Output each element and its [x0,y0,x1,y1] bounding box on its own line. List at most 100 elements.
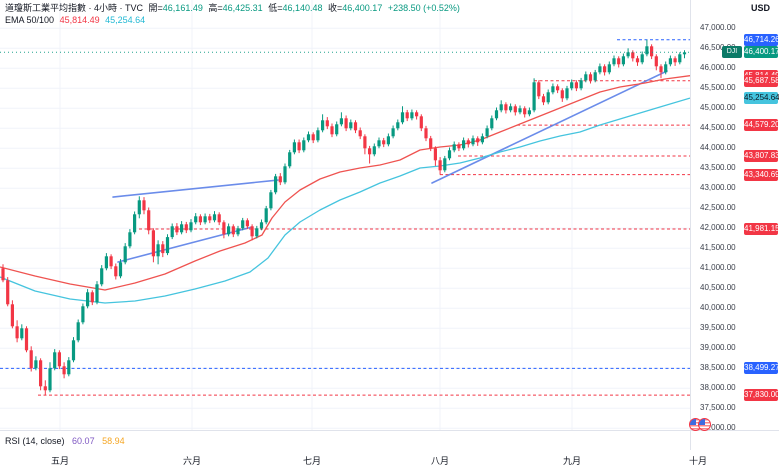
candle [330,126,334,135]
month-label: 九月 [562,456,582,466]
candle [391,128,395,137]
candle [198,216,202,223]
price-tick: 37,500.00 [700,403,736,413]
candle [311,134,315,141]
candle [194,216,198,223]
candle [118,262,123,277]
candle [410,112,414,119]
legend-row-ema[interactable]: EMA 50/100 45,814.49 45,254.64 [5,14,463,26]
candle [147,210,151,231]
candle [462,140,466,149]
price-tick: 46,500.00 [700,43,736,53]
price-axis[interactable]: USD 37,000.00 37,500.00 38,000.00 38,500.00… [690,0,779,450]
candle [485,128,489,137]
candle [603,66,607,73]
candle [565,88,569,99]
candle [617,58,621,65]
candle [353,122,358,131]
candle [316,130,320,141]
candle [86,292,90,307]
candle [556,86,560,91]
rsi-legend[interactable]: RSI (14, close) 60.07 58.94 [5,434,125,448]
price-tick: 43,500.00 [700,163,736,173]
candle [415,112,419,117]
candle [24,328,29,351]
price-level-label: 41,981.15 [744,223,779,236]
candle [650,46,654,57]
price-chart-canvas[interactable] [0,0,690,430]
candle [151,230,155,257]
close-value: 46,400.17 [342,3,383,13]
price-level-label: 45,254.64 [744,92,779,105]
price-tick: 42,500.00 [700,203,736,213]
candle [245,220,249,227]
candle [180,224,184,233]
candle [10,304,14,327]
symbol-legend[interactable]: 道瓊斯工業平均指數 · 4小時 · TVC 開=46,161.49 高=46,4… [5,2,463,26]
symbol-tag: DJI [722,46,742,59]
candle [682,52,687,55]
price-level-label: 46,400.17 [744,46,779,59]
candle [292,142,296,153]
time-axis[interactable]: 五月 六月 七月 八月 九月 十月 [0,450,779,469]
high-label: 高= [208,3,223,13]
price-tick: 40,500.00 [700,283,736,293]
price-level-label: 37,830.00 [744,389,779,402]
candle [161,244,165,254]
price-tick: 37,000.00 [700,423,736,433]
candle [447,150,452,159]
candle [203,216,207,223]
candle [62,366,66,375]
candle [114,266,118,277]
candle [189,222,193,231]
ema100-value: 45,254.64 [105,15,146,25]
us-flag-event-icon[interactable] [698,418,711,431]
candle [588,74,593,81]
candle [269,192,273,209]
candle [264,208,268,223]
low-value: 46,140.48 [282,3,323,13]
candle [100,268,104,285]
change-value: +238.50 (+0.52%) [387,3,460,13]
trendline[interactable] [112,179,279,198]
candle [419,116,423,129]
price-level-label: 45,687.58 [744,74,779,87]
candle [302,140,306,151]
legend-row-main[interactable]: 道瓊斯工業平均指數 · 4小時 · TVC 開=46,161.49 高=46,4… [5,2,463,14]
price-chart-pane[interactable] [0,0,690,430]
candle [165,237,170,254]
month-label: 十月 [688,456,708,466]
event-flags[interactable] [689,418,715,432]
ema100-line[interactable] [0,97,690,304]
candle [654,56,658,67]
candle [678,54,682,63]
candle [537,82,541,97]
ema-indicator-label: EMA 50/100 [5,15,55,25]
candle [668,58,672,65]
candle [90,292,94,303]
trendline[interactable] [431,70,668,184]
pane-separator[interactable] [0,430,779,431]
price-tick: 39,000.00 [700,343,736,353]
candle [466,140,470,145]
ema50-line[interactable] [0,75,690,291]
candle [241,220,245,229]
candle [95,284,99,303]
candle [452,144,456,151]
candle [631,52,635,59]
candle [321,120,325,131]
candle [607,64,611,73]
price-tick: 45,500.00 [700,83,736,93]
candle [612,58,616,65]
candle [335,124,339,135]
candle [494,110,499,119]
price-level-label: 44,579.20 [744,119,779,132]
candle [142,200,146,211]
candle [424,128,428,139]
price-tick: 41,500.00 [700,243,736,253]
high-value: 46,425.31 [222,3,263,13]
candle [532,82,536,111]
symbol-title: 道瓊斯工業平均指數 · 4小時 · TVC [5,3,144,13]
candle [363,136,367,149]
